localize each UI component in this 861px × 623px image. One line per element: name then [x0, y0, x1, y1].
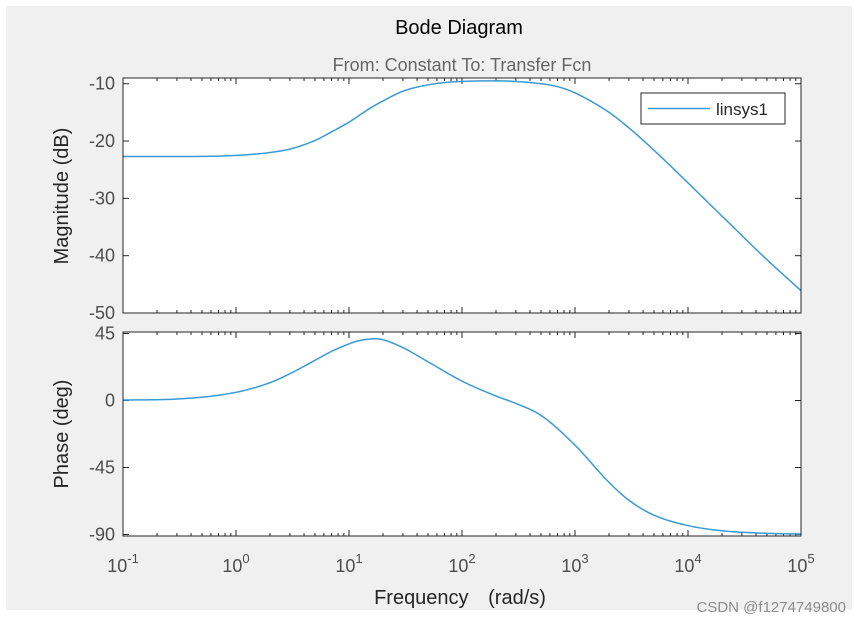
- magnitude-series-line: [123, 80, 802, 292]
- phase-series-line: [122, 337, 802, 535]
- y-tick-label: 45: [95, 323, 115, 343]
- phase-plot-area: [123, 332, 801, 536]
- magnitude-axes: -10 -20 -30 -40 -50 linsys1: [89, 74, 802, 323]
- watermark-text: CSDN @f1274749800: [697, 599, 847, 616]
- phase-y-label: Phase (deg): [51, 380, 73, 489]
- x-axis-label-units: (rad/s): [488, 587, 546, 609]
- magnitude-y-label: Magnitude (dB): [51, 128, 73, 265]
- x-tick-base: 10: [222, 556, 242, 576]
- x-tick-exponent: 2: [468, 551, 475, 566]
- x-tick-exponent: 4: [694, 551, 701, 566]
- x-tick-exponent: 3: [581, 551, 588, 566]
- x-tick-label: 101: [335, 551, 362, 576]
- x-tick-base: 10: [335, 556, 355, 576]
- legend-entry-linsys1: linsys1: [716, 100, 768, 119]
- phase-axes: 45 0 -45 -90: [89, 323, 802, 545]
- x-tick-exponent: -1: [127, 551, 139, 566]
- x-tick-base: 10: [787, 556, 807, 576]
- x-tick-exponent: 0: [242, 551, 249, 566]
- y-tick-label: -20: [89, 131, 115, 151]
- x-tick-label: 105: [787, 551, 814, 576]
- x-tick-labels: 10-1 100 101 102 103 104 105: [107, 551, 814, 576]
- x-axis-label-main: Frequency: [374, 587, 469, 609]
- y-tick-label: -40: [89, 246, 115, 266]
- y-tick-label: -30: [89, 188, 115, 208]
- chart-title: Bode Diagram: [395, 17, 523, 39]
- x-tick-exponent: 5: [807, 551, 814, 566]
- x-tick-label: 10-1: [107, 551, 139, 576]
- y-tick-label: -90: [89, 525, 115, 545]
- legend[interactable]: linsys1: [640, 92, 786, 125]
- magnitude-axes-box: [122, 77, 802, 314]
- x-tick-exponent: 1: [355, 551, 362, 566]
- y-tick-label: -10: [89, 74, 115, 94]
- phase-axes-box: [122, 331, 802, 537]
- y-tick-label: -50: [89, 303, 115, 323]
- x-tick-label: 103: [561, 551, 588, 576]
- y-tick-label: 0: [105, 390, 115, 410]
- x-tick-base: 10: [448, 556, 468, 576]
- x-axis-label: Frequency (rad/s): [374, 587, 546, 609]
- x-tick-base: 10: [107, 556, 127, 576]
- x-tick-label: 104: [674, 551, 701, 576]
- x-tick-label: 102: [448, 551, 475, 576]
- chart-subtitle: From: Constant To: Transfer Fcn: [333, 55, 592, 75]
- y-tick-label: -45: [89, 458, 115, 478]
- x-tick-base: 10: [674, 556, 694, 576]
- magnitude-ticks: -10 -20 -30 -40 -50: [89, 74, 802, 323]
- x-tick-base: 10: [561, 556, 581, 576]
- x-tick-label: 100: [222, 551, 249, 576]
